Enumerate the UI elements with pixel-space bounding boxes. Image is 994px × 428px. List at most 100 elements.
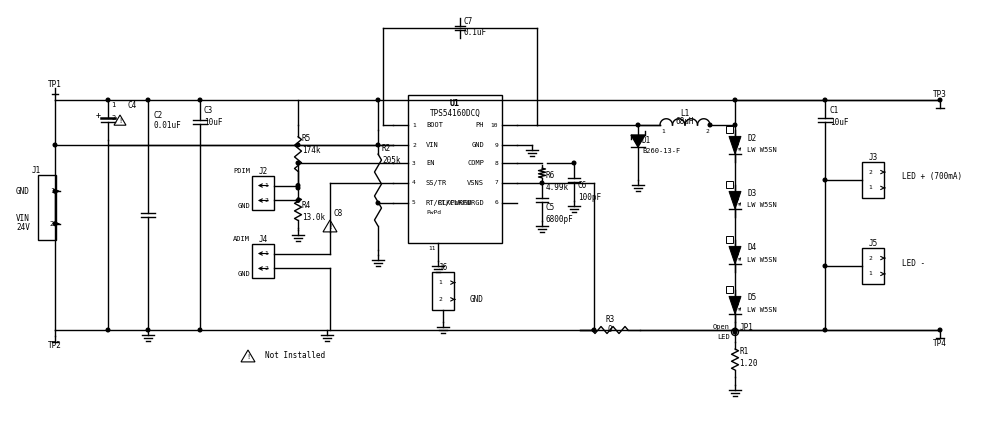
Circle shape	[822, 264, 826, 268]
Polygon shape	[729, 137, 741, 154]
Circle shape	[572, 161, 576, 165]
Text: 2: 2	[437, 297, 441, 302]
Circle shape	[822, 98, 826, 102]
Text: RT/CLKPWRGD: RT/CLKPWRGD	[425, 200, 472, 206]
Circle shape	[376, 201, 380, 205]
Text: 24V: 24V	[16, 223, 30, 232]
Text: 2: 2	[263, 266, 267, 271]
Text: EN: EN	[425, 160, 434, 166]
Text: C5: C5	[546, 203, 555, 212]
Text: VIN: VIN	[425, 142, 438, 148]
Text: R2: R2	[382, 143, 391, 152]
Circle shape	[822, 178, 826, 182]
Text: 1: 1	[50, 188, 54, 194]
Circle shape	[296, 184, 299, 187]
Bar	[726, 286, 733, 293]
Circle shape	[146, 98, 150, 102]
Polygon shape	[729, 297, 741, 314]
Circle shape	[296, 161, 299, 165]
Bar	[251, 244, 273, 278]
Text: D1: D1	[641, 136, 651, 145]
Circle shape	[53, 143, 57, 147]
Text: Not Installed: Not Installed	[264, 351, 325, 360]
Circle shape	[540, 181, 544, 185]
Text: R1: R1	[739, 348, 747, 357]
Text: 1: 1	[660, 128, 664, 134]
Text: VSNS: VSNS	[466, 180, 483, 186]
Text: GND: GND	[471, 142, 483, 148]
Text: 10uF: 10uF	[829, 118, 848, 127]
Text: +: +	[95, 110, 100, 119]
Text: 174k: 174k	[302, 146, 320, 155]
Text: U1: U1	[449, 98, 459, 107]
Text: BOOT: BOOT	[425, 122, 442, 128]
Text: 2: 2	[50, 221, 54, 227]
Text: LW W5SN: LW W5SN	[746, 257, 776, 263]
Text: D4: D4	[746, 244, 755, 253]
Text: 10uF: 10uF	[204, 118, 223, 127]
Text: 2: 2	[867, 256, 871, 261]
Text: 10: 10	[490, 122, 498, 128]
Text: D3: D3	[746, 188, 755, 197]
Text: 2: 2	[705, 128, 708, 134]
Circle shape	[733, 98, 737, 102]
Text: Open: Open	[713, 324, 730, 330]
Bar	[861, 248, 883, 284]
Text: 2: 2	[412, 143, 415, 148]
Text: R5: R5	[302, 134, 311, 143]
Bar	[38, 175, 56, 240]
Text: TP3: TP3	[932, 89, 946, 98]
Text: TP4: TP4	[932, 339, 946, 348]
Circle shape	[296, 143, 299, 147]
Text: 1: 1	[867, 185, 871, 190]
Bar	[861, 162, 883, 198]
Text: LED + (700mA): LED + (700mA)	[902, 172, 961, 181]
Text: 1: 1	[867, 271, 871, 276]
Text: J4: J4	[258, 235, 267, 244]
Text: 1: 1	[263, 183, 267, 188]
Text: L1: L1	[680, 109, 689, 118]
Text: 2: 2	[867, 169, 871, 175]
Text: JP1: JP1	[740, 323, 753, 332]
Text: ADIM: ADIM	[233, 236, 249, 242]
Circle shape	[198, 328, 202, 332]
Text: SS/TR: SS/TR	[425, 180, 446, 186]
Text: GND: GND	[237, 203, 249, 209]
Text: LED: LED	[717, 334, 730, 340]
Circle shape	[376, 98, 380, 102]
Text: !: !	[117, 118, 122, 124]
Text: GND: GND	[237, 271, 249, 277]
Text: 3: 3	[412, 160, 415, 166]
Circle shape	[296, 199, 299, 202]
Text: PDIM: PDIM	[233, 168, 249, 174]
Bar	[726, 126, 733, 133]
Text: 1.20: 1.20	[739, 360, 756, 369]
Text: J5: J5	[868, 238, 877, 247]
Circle shape	[106, 98, 109, 102]
Text: VIN: VIN	[16, 214, 30, 223]
Text: J6: J6	[438, 262, 447, 271]
Text: !: !	[328, 224, 332, 230]
Circle shape	[376, 143, 380, 147]
Text: 11: 11	[428, 246, 435, 250]
Text: 68uH: 68uH	[675, 116, 694, 125]
Text: LW W5SN: LW W5SN	[746, 307, 776, 313]
Circle shape	[733, 123, 737, 127]
Text: 13.0k: 13.0k	[302, 214, 325, 223]
Text: 2: 2	[263, 198, 267, 203]
Text: LW W5SN: LW W5SN	[746, 147, 776, 153]
Text: 205k: 205k	[382, 155, 401, 164]
Text: TPS54160DCQ: TPS54160DCQ	[429, 109, 480, 118]
Bar	[726, 236, 733, 243]
Circle shape	[53, 222, 57, 226]
Text: LED -: LED -	[902, 259, 924, 268]
Polygon shape	[729, 191, 741, 209]
Text: GND: GND	[16, 187, 30, 196]
Text: R3: R3	[604, 315, 614, 324]
Text: 0.01uF: 0.01uF	[153, 121, 181, 130]
Text: COMP: COMP	[466, 160, 483, 166]
Text: J1: J1	[32, 166, 41, 175]
Text: C2: C2	[153, 110, 162, 119]
Text: LW W5SN: LW W5SN	[746, 202, 776, 208]
Bar	[408, 95, 502, 243]
